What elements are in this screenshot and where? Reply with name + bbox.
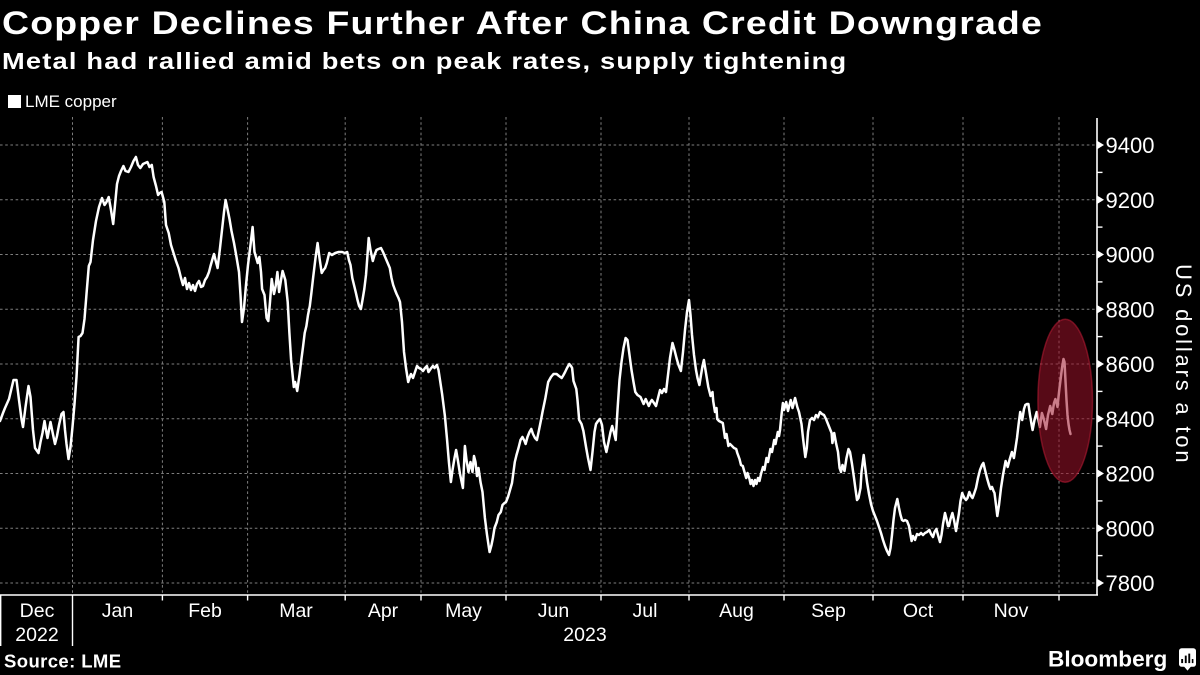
svg-text:2022: 2022	[15, 624, 58, 646]
svg-text:Apr: Apr	[368, 600, 399, 622]
svg-text:9000: 9000	[1106, 243, 1155, 268]
svg-text:8400: 8400	[1106, 407, 1155, 432]
svg-text:8800: 8800	[1106, 297, 1155, 322]
svg-text:8000: 8000	[1106, 516, 1155, 541]
svg-text:Source: LME: Source: LME	[4, 651, 121, 672]
svg-text:7800: 7800	[1106, 571, 1155, 596]
svg-text:9200: 9200	[1106, 188, 1155, 213]
svg-text:Jan: Jan	[102, 600, 133, 622]
svg-text:Copper Declines Further After: Copper Declines Further After China Cred…	[2, 6, 1043, 42]
svg-text:Feb: Feb	[188, 600, 222, 622]
svg-text:Nov: Nov	[994, 600, 1029, 622]
svg-text:8200: 8200	[1106, 462, 1155, 487]
svg-text:9400: 9400	[1106, 133, 1155, 158]
svg-text:Jul: Jul	[633, 600, 658, 622]
svg-text:Jun: Jun	[538, 600, 569, 622]
svg-text:8600: 8600	[1106, 352, 1155, 377]
svg-text:Sep: Sep	[811, 600, 846, 622]
svg-text:Metal had rallied amid bets on: Metal had rallied amid bets on peak rate…	[2, 49, 847, 75]
svg-text:US dollars a ton: US dollars a ton	[1171, 264, 1196, 465]
svg-text:Mar: Mar	[279, 600, 313, 622]
svg-text:Aug: Aug	[719, 600, 754, 622]
svg-text:LME copper: LME copper	[25, 92, 117, 111]
svg-text:2023: 2023	[563, 624, 606, 646]
svg-text:May: May	[445, 600, 482, 622]
svg-text:Bloomberg: Bloomberg	[1048, 646, 1167, 671]
svg-text:Dec: Dec	[20, 600, 55, 622]
svg-text:Oct: Oct	[903, 600, 934, 622]
